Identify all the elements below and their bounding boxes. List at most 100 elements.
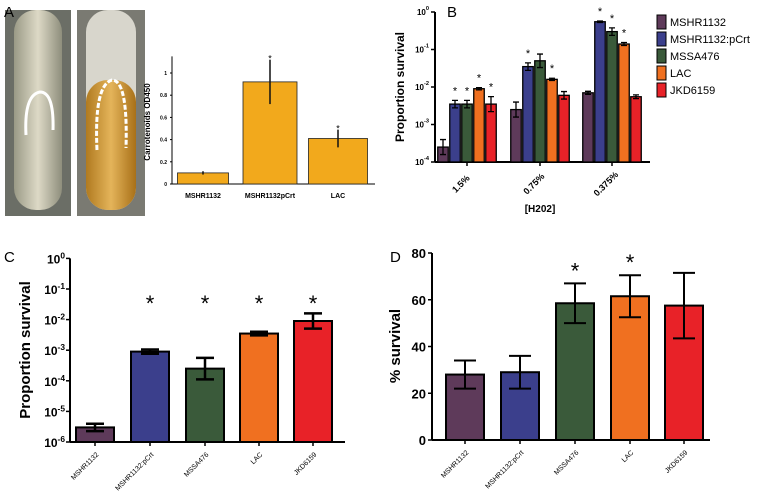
a-y-axis-label: Carrotenoids OD450 bbox=[143, 83, 152, 161]
a-y-tick-label: 0 bbox=[164, 182, 167, 188]
b-x-tick-label: 1.5% bbox=[450, 173, 472, 195]
d-y-tick-label: 20 bbox=[412, 386, 426, 401]
c-significance-star: * bbox=[201, 291, 210, 316]
b-error-bar bbox=[476, 86, 482, 91]
a-y-tick-label: 0.6 bbox=[160, 115, 167, 121]
b-significance-star: * bbox=[610, 13, 615, 25]
c-y-tick-label: 10-4 bbox=[44, 373, 65, 389]
c-x-tick-label: JKD6159 bbox=[293, 451, 318, 476]
b-bar-LAC-0.375% bbox=[618, 43, 630, 163]
c-bar-LAC bbox=[239, 332, 279, 443]
d-error-bar bbox=[564, 282, 586, 325]
b-legend-swatch-MSHR1132-pCrt bbox=[656, 31, 667, 47]
c-x-tick-label: LAC bbox=[250, 451, 265, 466]
d-significance-star: * bbox=[626, 250, 635, 275]
c-significance-star: * bbox=[255, 291, 264, 316]
panel-label-B: B bbox=[447, 4, 457, 21]
tick-exponent: -4 bbox=[58, 373, 66, 383]
b-error-bar bbox=[488, 95, 494, 113]
d-error-bar bbox=[509, 354, 531, 390]
c-y-tick-label: 10-5 bbox=[44, 403, 65, 419]
b-bar-JKD6159-0.75% bbox=[558, 94, 570, 163]
tick-exponent: 0 bbox=[426, 6, 429, 12]
b-error-bar bbox=[440, 138, 446, 156]
d-error-bar bbox=[619, 274, 641, 319]
c-error-bar bbox=[196, 356, 214, 381]
b-legend-label: MSHR1132:pCrt bbox=[670, 34, 750, 46]
c-x-tick-label: MSSA476 bbox=[183, 451, 210, 478]
d-y-tick-label: 80 bbox=[412, 246, 426, 261]
b-error-bar bbox=[513, 101, 519, 118]
b-y-tick-label: 100 bbox=[417, 6, 429, 17]
b-legend-label: MSHR1132 bbox=[670, 17, 726, 29]
b-bar-MSHR1132-pCrt-0.75% bbox=[522, 65, 534, 163]
tick-exponent: -3 bbox=[424, 119, 429, 125]
c-y-tick-label: 10-2 bbox=[44, 312, 65, 328]
a-y-tick-label: 0.8 bbox=[160, 93, 167, 99]
c-y-tick-label: 10-3 bbox=[44, 342, 65, 358]
b-significance-star: * bbox=[489, 82, 494, 94]
b-significance-star: * bbox=[550, 63, 555, 75]
a-x-tick-label: MSHR1132 bbox=[185, 193, 221, 200]
c-bar-MSHR1132-pCrt bbox=[130, 350, 170, 444]
a-y-tick-label: 1 bbox=[164, 71, 167, 77]
c-x-tick-label: MSHR1132:pCrt bbox=[115, 451, 156, 492]
b-legend-swatch-MSSA476 bbox=[656, 48, 667, 64]
d-x-tick-label: LAC bbox=[621, 449, 636, 464]
b-bar-MSSA476-0.375% bbox=[606, 30, 618, 163]
d-y-tick-label: 40 bbox=[412, 340, 426, 355]
b-significance-star: * bbox=[477, 73, 482, 85]
tick-exponent: -1 bbox=[58, 281, 66, 291]
b-legend-swatch-JKD6159 bbox=[656, 82, 667, 98]
b-legend-swatch-MSHR1132 bbox=[656, 14, 667, 30]
tube-photo-yellow bbox=[77, 10, 145, 216]
tick-exponent: -2 bbox=[424, 81, 429, 87]
tick-exponent: -4 bbox=[424, 156, 430, 162]
d-error-bar bbox=[673, 271, 695, 340]
b-error-bar bbox=[561, 90, 567, 100]
a-x-tick-label: LAC bbox=[331, 193, 345, 200]
d-x-tick-label: MSHR1132 bbox=[440, 449, 470, 479]
c-y-tick-label: 100 bbox=[47, 250, 65, 266]
a-significance-star: * bbox=[268, 54, 272, 64]
b-bar-JKD6159-1.5% bbox=[485, 103, 497, 163]
b-bar-LAC-1.5% bbox=[473, 88, 485, 163]
c-error-bar bbox=[141, 348, 159, 355]
c-y-axis-label: Proportion survival bbox=[17, 281, 34, 419]
b-significance-star: * bbox=[598, 6, 603, 18]
b-y-tick-label: 10-4 bbox=[415, 156, 430, 167]
b-error-bar bbox=[464, 99, 470, 109]
b-bar-MSHR1132-pCrt-1.5% bbox=[449, 103, 461, 163]
c-bar-JKD6159 bbox=[293, 320, 333, 443]
b-significance-star: * bbox=[526, 48, 531, 60]
d-y-axis-label: % survival bbox=[387, 309, 404, 383]
a-significance-star: * bbox=[336, 124, 340, 134]
b-error-bar bbox=[597, 20, 603, 24]
c-y-tick-label: 10-6 bbox=[44, 434, 65, 450]
b-bar-MSHR1132-0.375% bbox=[582, 92, 594, 163]
b-y-tick-label: 10-1 bbox=[415, 44, 429, 55]
tick-exponent: -2 bbox=[58, 312, 66, 322]
a-y-tick-label: 0.2 bbox=[160, 160, 167, 166]
b-significance-star: * bbox=[622, 28, 627, 40]
d-significance-star: * bbox=[571, 258, 580, 283]
b-error-bar bbox=[621, 41, 627, 47]
d-x-tick-label: MSSA476 bbox=[553, 449, 580, 476]
d-error-bar bbox=[454, 359, 476, 390]
b-error-bar bbox=[549, 77, 555, 82]
panel-label-A: A bbox=[4, 4, 14, 21]
b-y-axis-label: Proportion survival bbox=[393, 32, 407, 142]
c-y-tick-label: 10-1 bbox=[44, 281, 65, 297]
d-x-tick-label: JKD6159 bbox=[664, 449, 689, 474]
b-bar-LAC-0.75% bbox=[546, 78, 558, 163]
c-error-bar bbox=[250, 330, 268, 337]
panel-label-C: C bbox=[4, 249, 15, 266]
b-x-tick-label: 0.75% bbox=[521, 171, 546, 196]
d-y-tick-label: 60 bbox=[412, 293, 426, 308]
b-y-tick-label: 10-3 bbox=[415, 119, 429, 130]
b-y-tick-label: 10-2 bbox=[415, 81, 429, 92]
tick-exponent: -3 bbox=[58, 342, 66, 352]
b-error-bar bbox=[525, 62, 531, 71]
c-significance-star: * bbox=[309, 291, 318, 316]
